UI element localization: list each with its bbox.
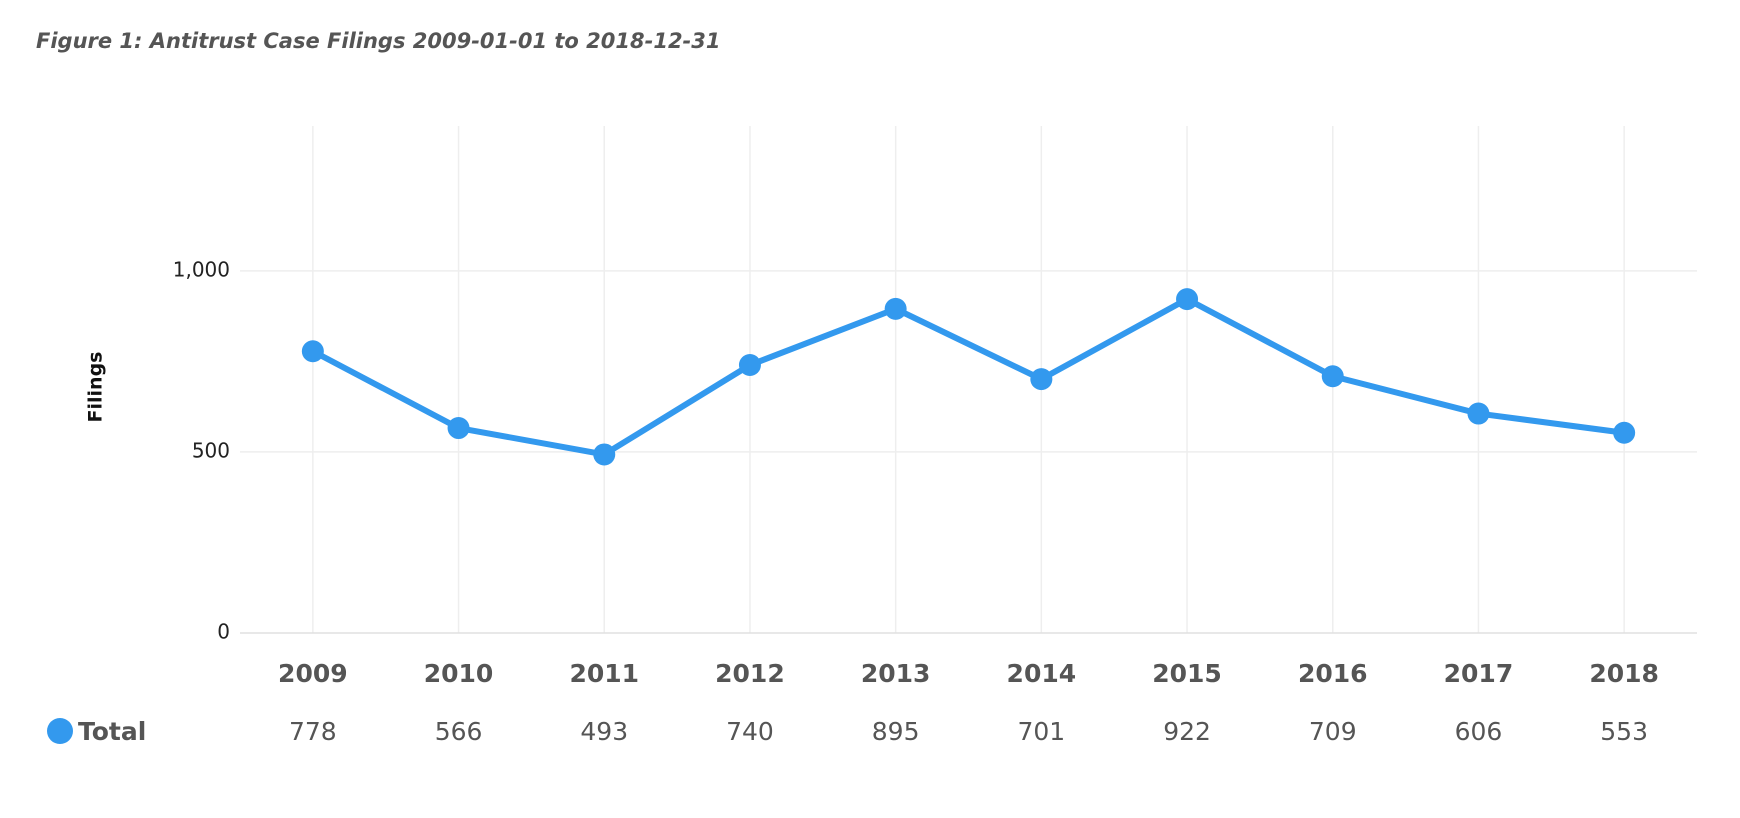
- point: [884, 297, 907, 320]
- x-tick-label: 2010: [424, 659, 494, 688]
- data-table-value: 701: [1017, 717, 1065, 746]
- point: [1030, 368, 1053, 391]
- x-tick-label: 2012: [715, 659, 785, 688]
- point: [593, 443, 616, 466]
- line: [311, 296, 1625, 458]
- y-tick-label: 0: [217, 620, 230, 644]
- data-table-value: 709: [1309, 717, 1357, 746]
- data-table-value: 493: [580, 717, 628, 746]
- data-table-value: 778: [289, 717, 337, 746]
- y-tick-label: 500: [192, 438, 230, 462]
- point: [1176, 288, 1199, 311]
- x-tick-label: 2016: [1298, 659, 1368, 688]
- data-table-value: 895: [872, 717, 920, 746]
- legend-label: Total: [78, 717, 146, 746]
- x-tick-label: 2018: [1589, 659, 1659, 688]
- point: [301, 340, 324, 363]
- data-table-value: 606: [1455, 717, 1503, 746]
- point: [1321, 365, 1344, 388]
- x-tick-label: 2014: [1007, 659, 1077, 688]
- chart-title: Figure 1: Antitrust Case Filings 2009-01…: [36, 29, 721, 53]
- x-tick-label: 2015: [1152, 659, 1222, 688]
- point: [447, 417, 470, 440]
- x-tick-label: 2017: [1444, 659, 1514, 688]
- data-table-value: 566: [435, 717, 483, 746]
- data-table-value: 553: [1600, 717, 1648, 746]
- y-axis-label: Filings: [85, 352, 107, 423]
- x-tick-label: 2013: [861, 659, 931, 688]
- legend-marker: [47, 718, 73, 744]
- point: [738, 354, 761, 377]
- point: [1613, 421, 1636, 444]
- point: [1467, 402, 1490, 425]
- data-table-value: 740: [726, 717, 774, 746]
- x-tick-label: 2009: [278, 659, 348, 688]
- y-tick-label: 1,000: [173, 257, 230, 281]
- x-tick-label: 2011: [569, 659, 639, 688]
- data-table-value: 922: [1163, 717, 1211, 746]
